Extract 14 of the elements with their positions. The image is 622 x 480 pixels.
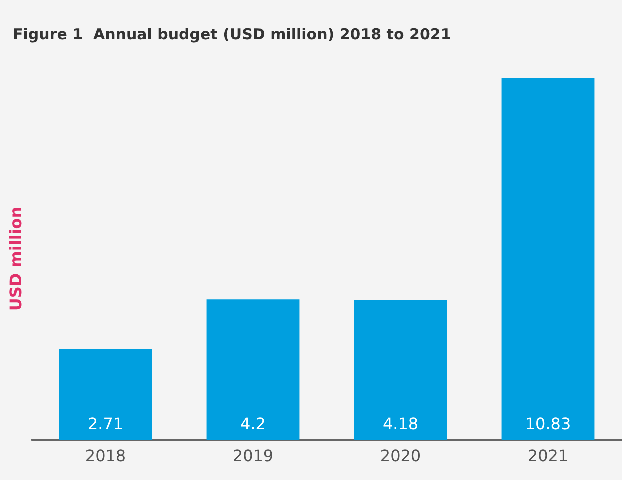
y-axis-title: USD million — [6, 206, 26, 312]
data-label: 4.18 — [382, 414, 419, 434]
x-tick-label: 2020 — [380, 446, 422, 466]
x-tick-label: 2019 — [232, 446, 274, 466]
x-tick-label: 2018 — [85, 446, 126, 466]
x-tick-label: 2021 — [528, 446, 569, 466]
bar — [502, 78, 595, 440]
data-label: 2.71 — [88, 414, 124, 434]
data-label: 4.2 — [240, 414, 266, 434]
data-label: 10.83 — [525, 414, 572, 434]
bar — [354, 300, 448, 440]
chart-title: Figure 1 Annual budget (USD million) 2018 to 2021 — [13, 26, 452, 44]
bar — [59, 349, 152, 440]
bar — [206, 300, 300, 440]
